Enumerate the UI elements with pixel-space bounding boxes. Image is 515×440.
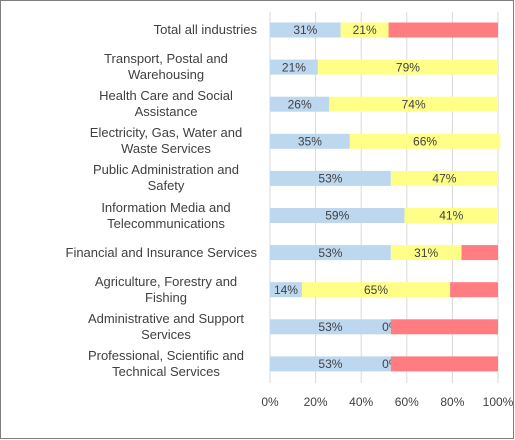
y-tick-label: Agriculture, Forestry and Fishing (94, 273, 238, 305)
bar-segment (270, 22, 341, 38)
y-tick-label: Information Media and Telecommunications (101, 199, 231, 231)
data-label: 21% (353, 23, 377, 37)
bar-segment (390, 319, 498, 335)
data-label: 26% (288, 97, 312, 111)
bar-segment (450, 282, 498, 298)
bar-segment (270, 282, 302, 298)
data-label: 41% (439, 209, 463, 223)
x-tick-label: 60% (395, 395, 419, 409)
y-tick-label: Health Care and Social Assistance (99, 88, 233, 120)
x-tick-label: 40% (349, 395, 373, 409)
bar-segment (270, 245, 391, 261)
data-label: 79% (396, 60, 420, 74)
data-label: 65% (364, 283, 388, 297)
y-tick-label: Transport, Postal and Warehousing (104, 51, 228, 83)
data-label: 31% (293, 23, 317, 37)
data-label: 66% (413, 134, 437, 148)
data-label: 53% (318, 246, 342, 260)
bar-segment (388, 22, 498, 38)
x-tick-label: 80% (440, 395, 464, 409)
bar-segment (461, 245, 498, 261)
bar-segment (404, 208, 498, 223)
bar-segment (270, 170, 391, 186)
bar-segment (301, 282, 451, 298)
data-label: 47% (432, 172, 456, 186)
data-label: 53% (318, 172, 342, 186)
data-label: 53% (318, 357, 342, 371)
y-tick-label: Total all industries (153, 22, 257, 37)
bar-segment (317, 59, 498, 75)
bar-segment (270, 133, 350, 149)
data-label: 35% (298, 134, 322, 148)
bar-segment (390, 356, 498, 372)
bar-segment (340, 22, 389, 38)
data-label: 53% (318, 320, 342, 334)
data-label: 14% (274, 283, 298, 297)
y-tick-label: Financial and Insurance Services (65, 244, 258, 260)
data-label: 21% (282, 60, 306, 74)
y-tick-label: Professional, Scientific and Technical S… (87, 347, 245, 379)
x-tick-label: 100% (483, 395, 514, 409)
data-label: 59% (325, 209, 349, 223)
x-tick-label: 20% (304, 395, 328, 409)
y-tick-label: Electricity, Gas, Water and Waste Servic… (89, 125, 243, 157)
bar-segment (270, 319, 391, 335)
bar-segment (270, 356, 391, 372)
bar-segment (390, 245, 462, 261)
bar-segment (270, 96, 330, 112)
x-tick-label: 0% (261, 395, 279, 409)
data-label: 74% (402, 97, 426, 111)
bar-segment (349, 133, 501, 149)
bar-segment (329, 96, 498, 112)
bar-segment (270, 59, 318, 75)
bar-segment (270, 208, 405, 223)
y-tick-label: Public Administration and Safety (93, 162, 239, 194)
bar-segment (390, 170, 498, 186)
y-tick-label: Administrative and Support Services (87, 310, 245, 342)
data-label: 31% (414, 246, 438, 260)
